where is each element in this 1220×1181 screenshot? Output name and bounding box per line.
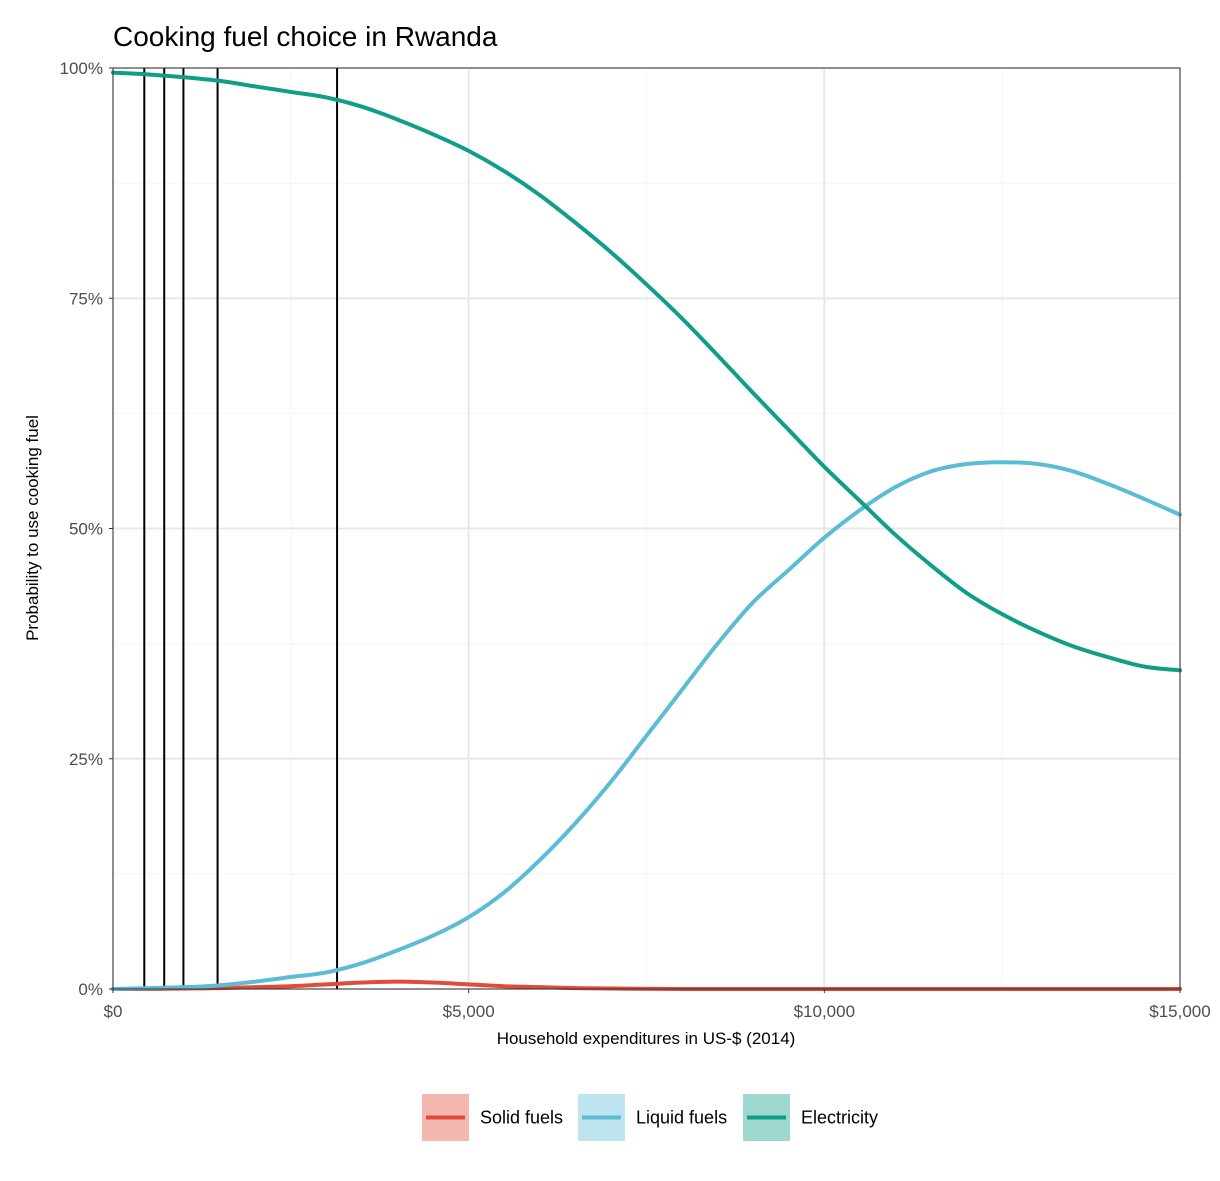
x-axis-title: Household expenditures in US-$ (2014) bbox=[497, 1029, 796, 1048]
x-tick-label: $10,000 bbox=[794, 1002, 855, 1021]
legend-label-solid-fuels: Solid fuels bbox=[480, 1108, 563, 1128]
y-tick-label: 50% bbox=[69, 520, 103, 539]
reference-lines bbox=[143, 68, 339, 989]
x-tick-label: $5,000 bbox=[443, 1002, 495, 1021]
legend: Solid fuels Liquid fuels Electricity bbox=[422, 1094, 878, 1141]
y-tick-label: 75% bbox=[69, 289, 103, 308]
chart-title: Cooking fuel choice in Rwanda bbox=[113, 21, 498, 52]
legend-label-electricity: Electricity bbox=[801, 1108, 878, 1128]
x-tick-label: $0 bbox=[104, 1002, 123, 1021]
y-tick-label: 100% bbox=[60, 59, 103, 78]
x-tick-label: $15,000 bbox=[1149, 1002, 1210, 1021]
series-line-electricity bbox=[111, 70, 1182, 673]
y-axis: 0% 25% 50% 75% 100% bbox=[60, 59, 113, 999]
y-axis-title: Probability to use cooking fuel bbox=[23, 415, 42, 641]
grid bbox=[112, 67, 1181, 990]
legend-label-liquid-fuels: Liquid fuels bbox=[636, 1108, 727, 1128]
series-line-liquid-fuels bbox=[111, 460, 1182, 991]
y-tick-label: 25% bbox=[69, 750, 103, 769]
x-axis: $0 $5,000 $10,000 $15,000 bbox=[104, 989, 1211, 1021]
y-tick-label: 0% bbox=[78, 980, 103, 999]
